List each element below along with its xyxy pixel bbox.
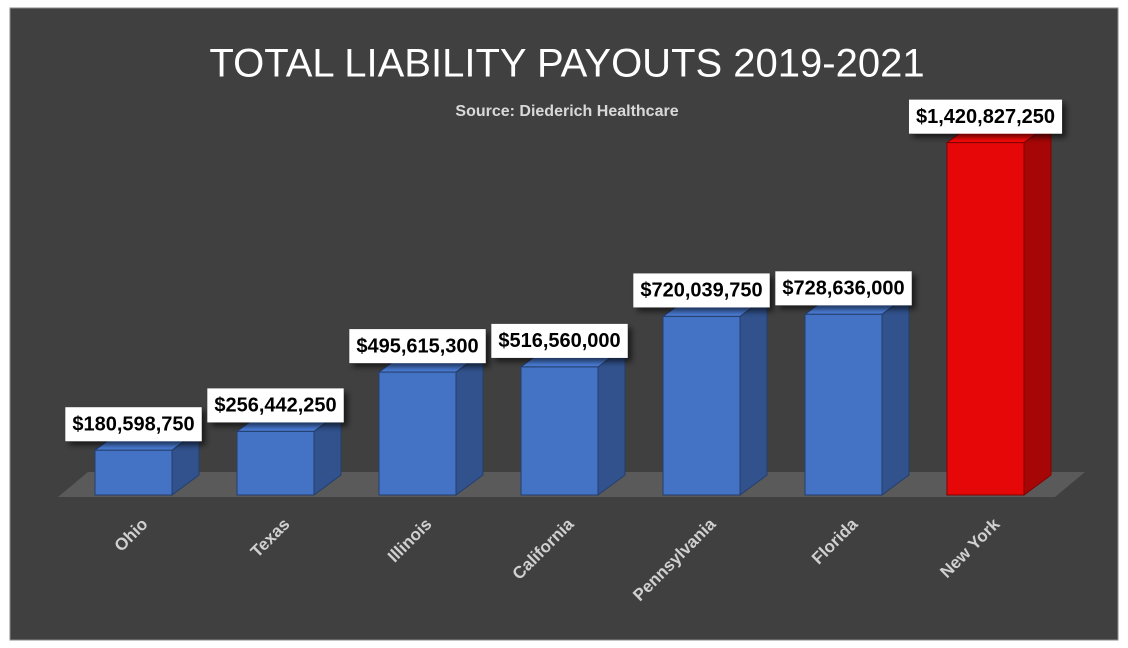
bar-side — [881, 293, 910, 496]
bar-side — [1023, 121, 1052, 496]
value-label-text: $1,420,827,250 — [916, 106, 1055, 128]
value-label-box — [775, 271, 912, 306]
bar-side — [597, 345, 626, 496]
value-label: $180,598,750 — [65, 407, 202, 442]
value-label: $728,636,000 — [775, 271, 912, 306]
value-label-text: $720,039,750 — [640, 280, 762, 302]
value-label-box — [349, 329, 486, 364]
value-label: $495,615,300 — [349, 329, 486, 364]
chart-subtitle: Source: Diederich Healthcare — [455, 103, 678, 120]
value-label-text: $180,598,750 — [72, 413, 194, 435]
value-label-box — [908, 99, 1063, 134]
value-label: $256,442,250 — [207, 388, 344, 423]
value-label-box — [633, 273, 770, 308]
bar-side — [739, 295, 768, 496]
value-label-box — [207, 388, 344, 423]
bar — [520, 366, 599, 496]
value-label-box — [491, 323, 628, 358]
value-label-box — [65, 407, 202, 442]
bar — [378, 371, 457, 496]
value-label-text: $516,560,000 — [498, 330, 620, 352]
value-label-text: $728,636,000 — [782, 278, 904, 300]
bar — [946, 142, 1025, 496]
value-label: $516,560,000 — [491, 323, 628, 358]
bar — [236, 430, 315, 496]
bar — [662, 315, 741, 496]
value-label: $1,420,827,250 — [908, 99, 1063, 134]
bar-side — [455, 351, 484, 496]
chart-title: TOTAL LIABILITY PAYOUTS 2019-2021 — [209, 42, 924, 86]
value-label-text: $256,442,250 — [214, 395, 336, 417]
value-label: $720,039,750 — [633, 273, 770, 308]
value-label-text: $495,615,300 — [356, 335, 478, 357]
bar — [804, 313, 883, 496]
bar — [94, 449, 173, 496]
